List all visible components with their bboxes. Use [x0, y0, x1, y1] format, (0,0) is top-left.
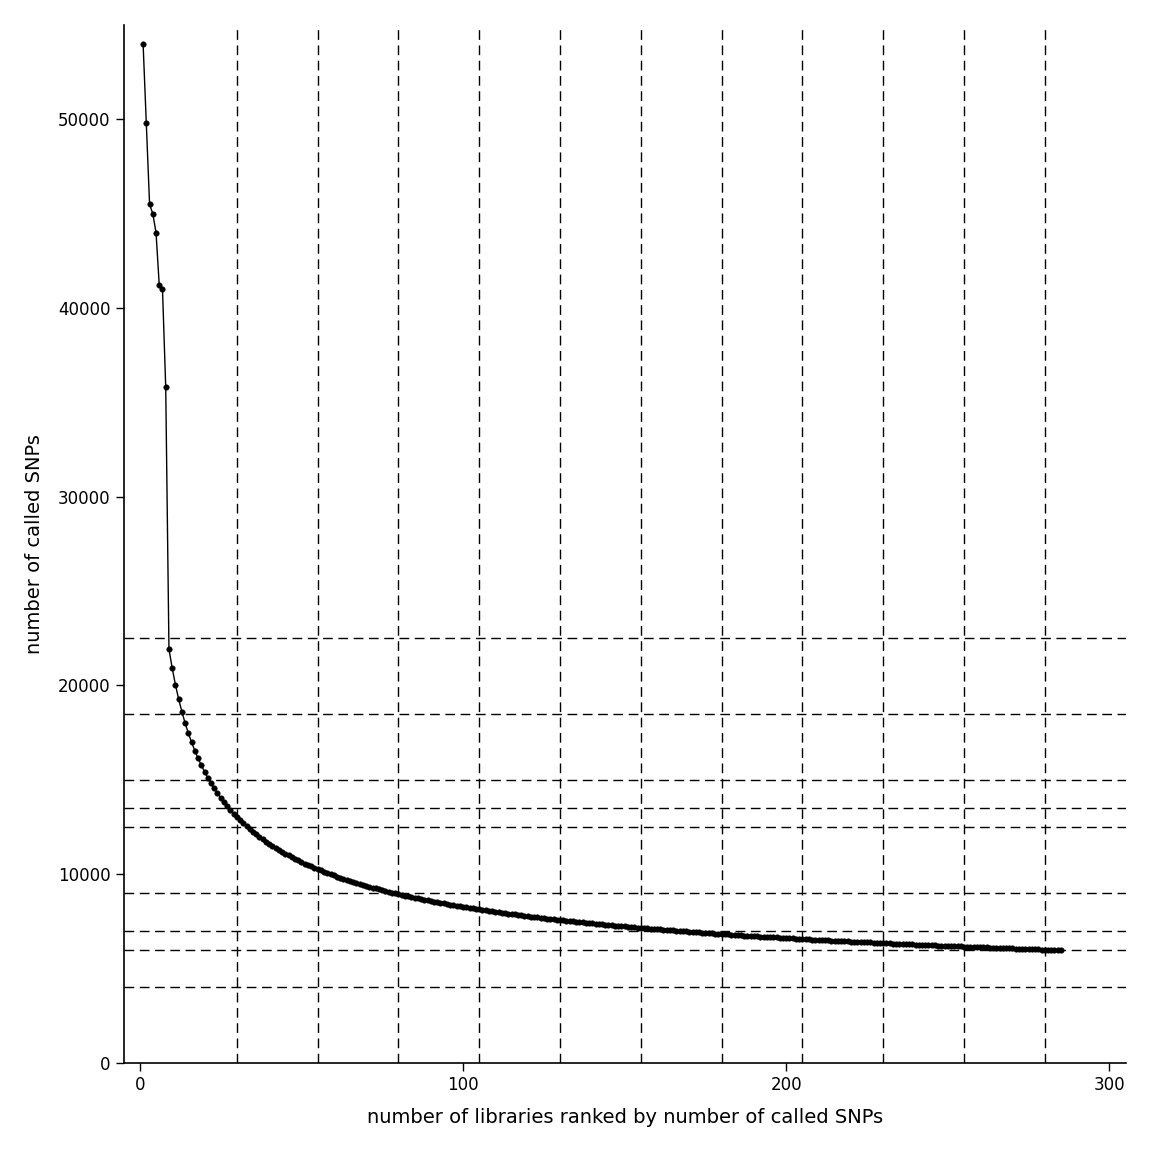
- X-axis label: number of libraries ranked by number of called SNPs: number of libraries ranked by number of …: [366, 1108, 882, 1127]
- Y-axis label: number of called SNPs: number of called SNPs: [25, 434, 44, 654]
